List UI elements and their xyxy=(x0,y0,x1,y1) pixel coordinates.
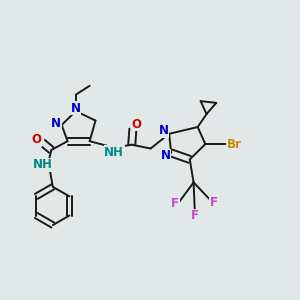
Text: N: N xyxy=(161,149,171,162)
Text: O: O xyxy=(131,118,142,131)
Text: N: N xyxy=(71,102,81,115)
Text: F: F xyxy=(171,197,179,210)
Text: Br: Br xyxy=(227,138,242,151)
Text: F: F xyxy=(210,196,218,209)
Text: N: N xyxy=(159,124,169,137)
Text: N: N xyxy=(51,117,62,130)
Text: NH: NH xyxy=(33,158,53,171)
Text: NH: NH xyxy=(104,146,124,159)
Text: O: O xyxy=(32,133,42,146)
Text: F: F xyxy=(191,209,199,222)
